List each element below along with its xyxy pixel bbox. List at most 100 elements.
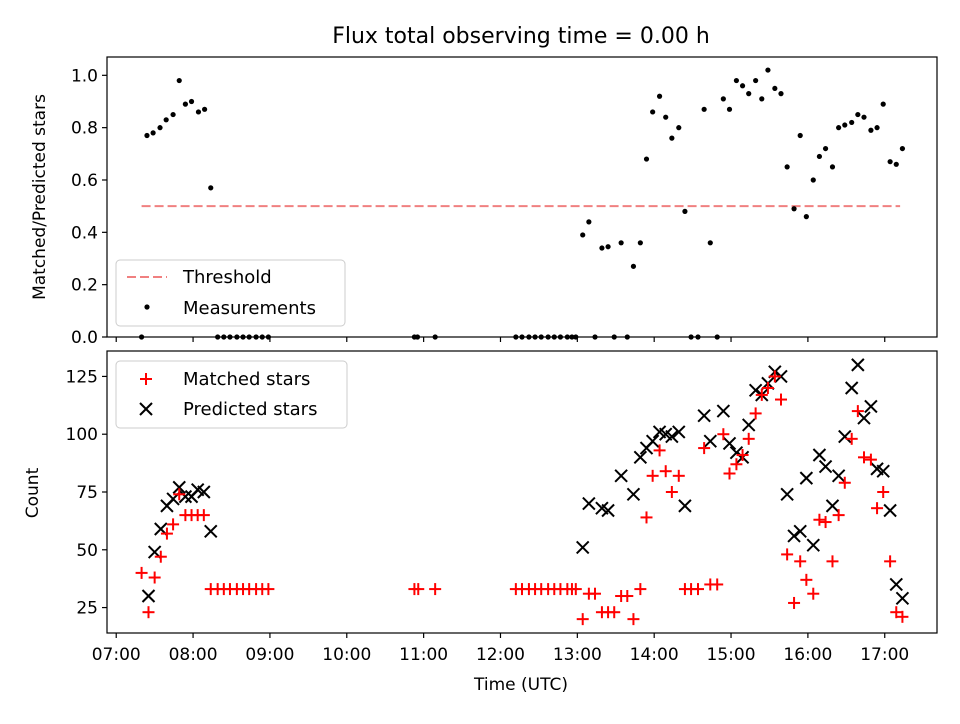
predicted-point: [780, 487, 794, 502]
measurement-point: [259, 334, 265, 340]
predicted-point: [864, 399, 878, 414]
predicted-point: [703, 434, 717, 448]
matched-point: [749, 407, 762, 420]
predicted-point: [633, 450, 648, 465]
measurement-point: [138, 334, 145, 340]
matched-point: [768, 370, 781, 383]
measurement-point: [842, 122, 848, 128]
measurement-point: [822, 145, 829, 152]
measurement-point: [836, 125, 842, 131]
matched-point: [807, 587, 820, 600]
measurement-point: [253, 334, 259, 340]
matched-point: [167, 518, 180, 531]
measurement-point: [849, 119, 855, 126]
predicted-point: [665, 429, 679, 444]
top-y-axis-label: Matched/Predicted stars: [30, 94, 50, 300]
measurement-point: [726, 106, 733, 112]
measurement-point: [855, 111, 861, 118]
matched-point: [569, 583, 582, 596]
matched-point: [736, 449, 749, 462]
predicted-point: [178, 489, 193, 504]
measurement-point: [176, 77, 182, 84]
bottom-y-axis-label: Count: [23, 467, 43, 518]
measurement-point: [643, 156, 650, 162]
measurement-point: [195, 109, 202, 115]
matched-point: [262, 583, 275, 596]
matched-point: [871, 502, 884, 515]
predicted-point: [838, 429, 852, 444]
measurement-point: [208, 185, 214, 191]
predicted-point: [844, 381, 859, 395]
predicted-point: [889, 577, 903, 592]
matched-point: [794, 555, 807, 568]
measurement-point: [526, 334, 532, 340]
measurement-point: [182, 101, 188, 107]
measurement-point: [656, 93, 663, 99]
matched-point: [160, 527, 173, 540]
measurement-point: [682, 208, 688, 214]
top-y-tick-label: 0.2: [71, 276, 98, 296]
predicted-legend-label: Predicted stars: [183, 399, 317, 420]
bottom-y-tick-label: 75: [76, 483, 98, 503]
predicted-legend-marker: [139, 402, 153, 416]
predicted-point: [601, 503, 615, 518]
matched-point: [717, 428, 730, 441]
measurement-point: [519, 334, 525, 340]
measurement-point: [714, 334, 720, 340]
predicted-point: [774, 369, 788, 384]
predicted-point: [857, 411, 871, 425]
predicted-point: [787, 529, 801, 543]
matched-point: [659, 465, 672, 478]
matched-point: [845, 432, 858, 445]
predicted-point: [197, 485, 211, 499]
measurement-point: [170, 111, 176, 118]
matched-point: [197, 509, 210, 522]
matched-point: [589, 587, 602, 600]
predicted-point: [818, 459, 833, 474]
predicted-point: [831, 469, 846, 483]
matched-point: [819, 516, 832, 529]
measurement-point: [144, 132, 150, 139]
measurement-point: [695, 334, 701, 340]
predicted-point: [204, 524, 218, 539]
matched-point: [742, 432, 755, 445]
x-tick-label: 15:00: [707, 645, 756, 665]
predicted-point: [851, 358, 865, 372]
matched-point: [665, 486, 678, 498]
measurement-point: [637, 240, 643, 246]
measurement-point: [432, 334, 438, 340]
predicted-point: [742, 418, 756, 432]
measurement-point: [778, 91, 784, 97]
measurement-point: [829, 164, 836, 170]
measurement-point: [557, 334, 564, 340]
measurement-point: [618, 240, 624, 246]
measurement-point: [663, 114, 669, 120]
measurement-point: [564, 334, 570, 340]
x-axis-label: Time (UTC): [473, 675, 568, 695]
measurement-point: [887, 159, 893, 165]
bottom-y-tick-label: 125: [66, 367, 98, 387]
measurement-point: [227, 334, 233, 340]
x-tick-label: 16:00: [783, 645, 832, 665]
predicted-point: [141, 589, 156, 603]
measurement-point: [746, 91, 752, 97]
top-panel: 0.0 0.2 0.4 0.6 0.8 1.0 Matched/Predicted sta…: [30, 56, 938, 348]
top-y-tick-label: 0.8: [71, 119, 98, 139]
measurement-point: [720, 96, 726, 102]
x-tick-label: 08:00: [169, 645, 218, 665]
bottom-y-tick-label: 25: [76, 599, 98, 619]
measurement-point: [599, 245, 605, 251]
measurement-point: [765, 67, 771, 73]
top-y-tick-label: 0.4: [71, 223, 98, 243]
measurement-point: [150, 130, 156, 136]
matched-point: [627, 613, 640, 626]
predicted-point: [172, 480, 186, 495]
matched-point: [730, 458, 743, 471]
matched-point: [800, 573, 813, 586]
predicted-point: [645, 434, 660, 448]
matched-point: [640, 511, 653, 524]
matched-point: [691, 583, 704, 596]
x-tick-label: 13:00: [553, 645, 602, 665]
measurement-point: [688, 334, 694, 340]
predicted-point: [626, 487, 641, 502]
